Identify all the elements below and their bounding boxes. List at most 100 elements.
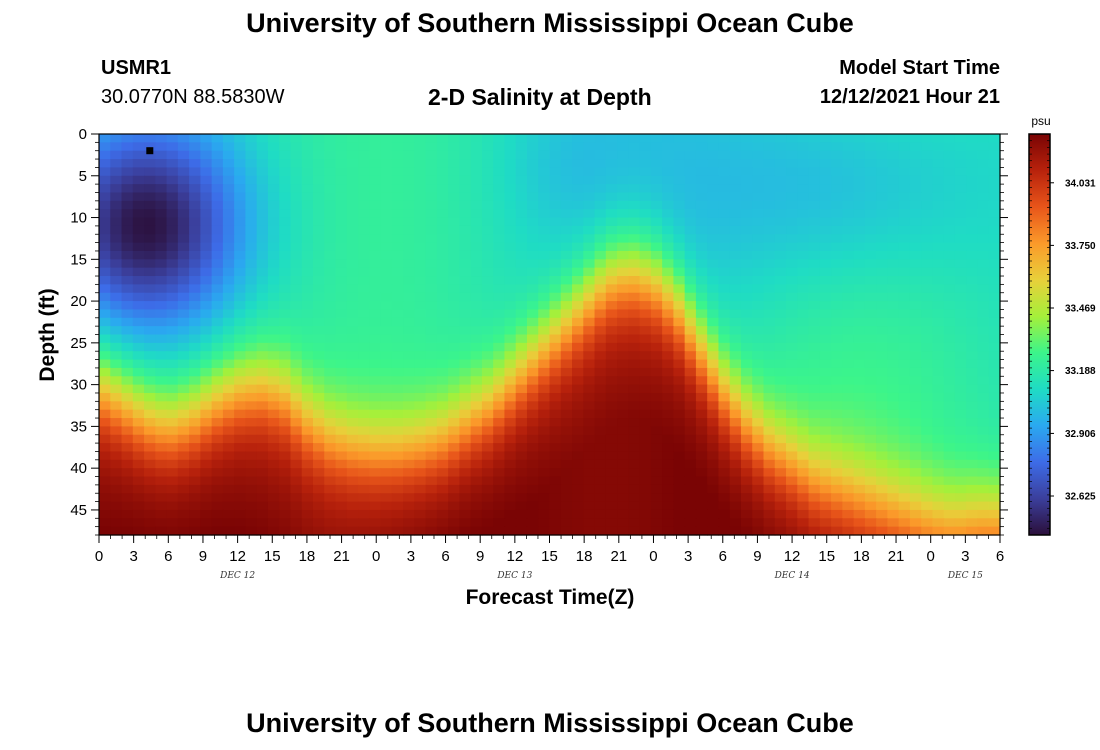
heatmap-cell xyxy=(380,167,393,177)
heatmap-cell xyxy=(177,526,190,536)
heatmap-cell xyxy=(448,134,460,143)
heatmap-cell xyxy=(391,443,404,453)
heatmap-cell xyxy=(155,459,168,469)
heatmap-cell xyxy=(358,451,370,461)
heatmap-cell xyxy=(222,326,235,336)
heatmap-cell xyxy=(301,351,314,361)
heatmap-cell xyxy=(628,334,641,344)
heatmap-cell xyxy=(301,276,314,285)
heatmap-cell xyxy=(425,192,438,202)
heatmap-cell xyxy=(290,225,303,235)
heatmap-cell xyxy=(695,334,708,344)
heatmap-cell xyxy=(493,175,506,185)
heatmap-cell xyxy=(639,175,652,185)
heatmap-cell xyxy=(684,359,697,369)
heatmap-cell xyxy=(909,309,922,319)
heatmap-cell xyxy=(234,159,247,169)
heatmap-cell xyxy=(628,200,641,210)
heatmap-cell xyxy=(290,276,303,285)
heatmap-cell xyxy=(943,301,956,311)
heatmap-cell xyxy=(144,326,156,336)
heatmap-cell xyxy=(831,142,843,152)
heatmap-cell xyxy=(617,200,629,210)
heatmap-cell xyxy=(312,493,325,503)
heatmap-cell xyxy=(639,351,652,361)
heatmap-cell xyxy=(662,451,674,461)
heatmap-cell xyxy=(921,334,934,344)
heatmap-cell xyxy=(538,242,551,252)
heatmap-cell xyxy=(662,351,674,361)
heatmap-cell xyxy=(312,418,325,427)
heatmap-cell xyxy=(842,451,855,461)
heatmap-cell xyxy=(752,292,765,302)
heatmap-cell xyxy=(729,192,742,202)
heatmap-cell xyxy=(605,267,618,277)
heatmap-cell xyxy=(909,217,922,227)
heatmap-cell xyxy=(605,484,618,494)
heatmap-cell xyxy=(234,376,247,386)
heatmap-cell xyxy=(684,184,697,194)
heatmap-cell xyxy=(752,225,765,235)
heatmap-cell xyxy=(662,509,674,519)
heatmap-cell xyxy=(358,509,370,519)
heatmap-cell xyxy=(662,242,674,252)
heatmap-cell xyxy=(628,267,641,277)
heatmap-cell xyxy=(549,309,562,319)
heatmap-cell xyxy=(954,518,967,528)
heatmap-cell xyxy=(853,484,866,494)
heatmap-cell xyxy=(515,518,528,528)
heatmap-cell xyxy=(617,267,629,277)
heatmap-cell xyxy=(335,359,348,369)
heatmap-cell xyxy=(932,301,945,311)
heatmap-cell xyxy=(831,167,843,177)
heatmap-cell xyxy=(267,167,280,177)
heatmap-cell xyxy=(988,401,1001,411)
heatmap-cell xyxy=(786,217,798,227)
heatmap-cell xyxy=(752,334,765,344)
heatmap-cell xyxy=(842,401,855,411)
heatmap-cell xyxy=(448,276,460,285)
heatmap-cell xyxy=(695,392,708,402)
heatmap-cell xyxy=(515,234,528,244)
heatmap-cell xyxy=(943,234,956,244)
heatmap-cell xyxy=(504,192,517,202)
heatmap-cell xyxy=(414,392,427,402)
heatmap-cell xyxy=(729,292,742,302)
heatmap-cell xyxy=(110,468,123,478)
heatmap-cell xyxy=(245,276,258,285)
heatmap-cell xyxy=(650,451,663,461)
heatmap-cell xyxy=(763,326,776,336)
heatmap-cell xyxy=(279,259,292,269)
heatmap-cell xyxy=(740,468,753,478)
heatmap-cell xyxy=(380,209,393,219)
heatmap-cell xyxy=(436,526,449,536)
heatmap-cell xyxy=(831,292,843,302)
heatmap-cell xyxy=(189,451,201,461)
heatmap-cell xyxy=(414,526,427,536)
heatmap-cell xyxy=(166,309,179,319)
heatmap-cell xyxy=(977,493,990,503)
heatmap-cell xyxy=(144,459,156,469)
heatmap-cell xyxy=(538,284,551,294)
heatmap-cell xyxy=(864,175,877,185)
heatmap-cell xyxy=(740,242,753,252)
heatmap-cell xyxy=(448,159,460,169)
heatmap-cell xyxy=(707,192,720,202)
heatmap-cell xyxy=(729,259,742,269)
heatmap-cell xyxy=(605,159,618,169)
heatmap-cell xyxy=(470,376,483,386)
heatmap-cell xyxy=(504,150,517,160)
heatmap-cell xyxy=(864,292,877,302)
heatmap-cell xyxy=(99,484,111,494)
heatmap-cell xyxy=(425,175,438,185)
heatmap-cell xyxy=(695,250,708,260)
heatmap-cell xyxy=(504,175,517,185)
heatmap-cell xyxy=(267,284,280,294)
heatmap-cell xyxy=(650,200,663,210)
heatmap-cell xyxy=(808,259,821,269)
heatmap-cell xyxy=(256,526,269,536)
heatmap-cell xyxy=(718,234,731,244)
heatmap-cell xyxy=(99,167,111,177)
heatmap-cell xyxy=(346,225,359,235)
heatmap-cell xyxy=(234,401,247,411)
